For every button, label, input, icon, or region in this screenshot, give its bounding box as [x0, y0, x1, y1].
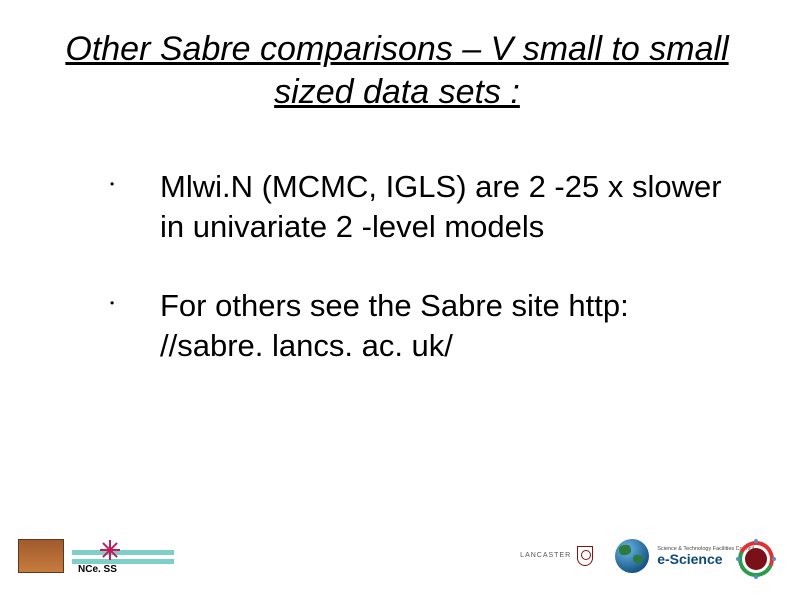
- ncess-label: NCe. SS: [78, 564, 117, 575]
- lancaster-crest-icon: [577, 546, 593, 566]
- corner-badge-icon: [738, 541, 774, 577]
- footer-logos: NCe. SS LANCASTER Science & Technology F…: [0, 529, 794, 583]
- slide-title: Other Sabre comparisons – V small to sma…: [40, 28, 754, 113]
- slide: Other Sabre comparisons – V small to sma…: [0, 0, 794, 595]
- bullet-list: Mlwi.N (MCMC, IGLS) are 2 -25 x slower i…: [40, 167, 754, 366]
- globe-icon: [615, 539, 649, 573]
- lancaster-text: LANCASTER: [520, 552, 571, 560]
- escience-logo: Science & Technology Facilities Council …: [615, 539, 754, 573]
- sponsor-logo-1: [18, 539, 64, 573]
- bullet-item: For others see the Sabre site http: //sa…: [110, 286, 730, 365]
- lancaster-logo: LANCASTER: [520, 546, 593, 566]
- bullet-item: Mlwi.N (MCMC, IGLS) are 2 -25 x slower i…: [110, 167, 730, 246]
- ncess-logo: NCe. SS: [72, 536, 174, 576]
